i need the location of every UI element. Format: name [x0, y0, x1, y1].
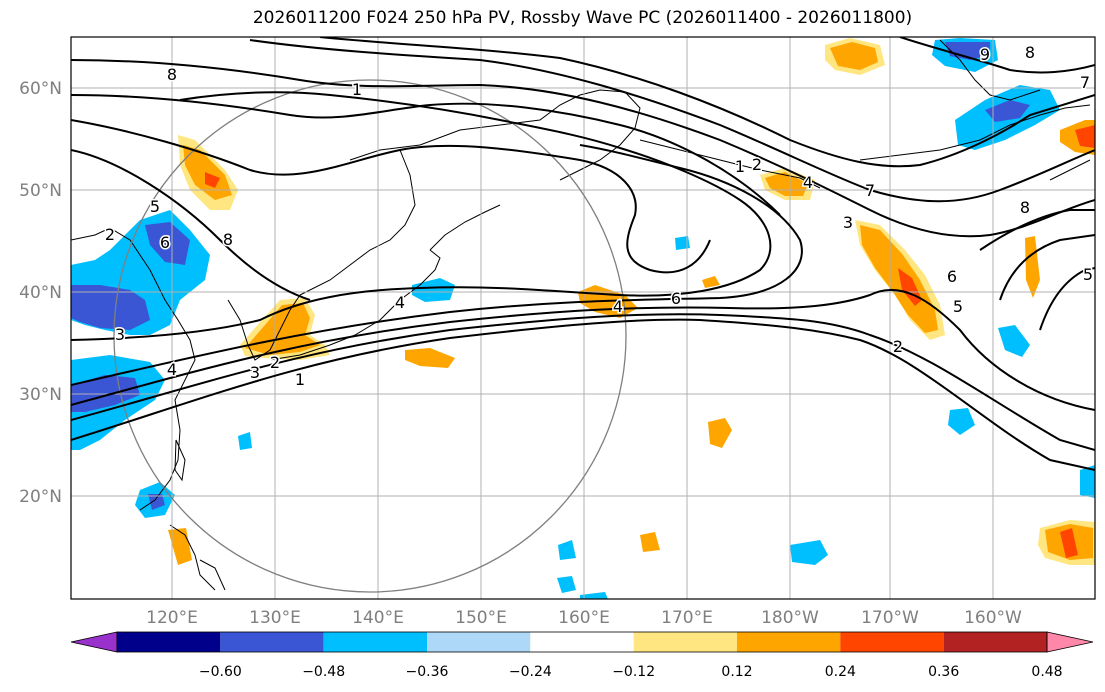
contour-label: 9	[980, 45, 990, 64]
colorbar-tick-label: −0.60	[199, 664, 242, 680]
lat-label: 40°N	[19, 283, 62, 303]
contour-label: 4	[395, 293, 405, 312]
lon-label: 140°E	[352, 608, 404, 628]
colorbar-swatch	[633, 632, 737, 652]
colorbar-tick-label: 0.36	[928, 664, 959, 680]
lon-label: 160°E	[558, 608, 610, 628]
colorbar-tick-label: 0.24	[825, 664, 856, 680]
colorbar-tick-label: −0.12	[612, 664, 655, 680]
colorbar-outline	[116, 631, 1048, 653]
contour-label: 4	[613, 297, 623, 316]
latitude-labels: 60°N 50°N 40°N 30°N 20°N	[19, 79, 62, 507]
contour-label: 3	[843, 213, 853, 232]
contour-label: 6	[947, 267, 957, 286]
lon-label: 180°W	[761, 608, 819, 628]
lat-label: 60°N	[19, 79, 62, 99]
colorbar-extend-low	[70, 631, 118, 653]
contour-label: 1	[735, 157, 745, 176]
contour-label: 5	[150, 197, 160, 216]
contour-label: 5	[953, 297, 963, 316]
contour-label: 6	[671, 289, 681, 308]
map-title: 2026011200 F024 250 hPa PV, Rossby Wave …	[252, 8, 913, 28]
contour-label: 1	[352, 80, 362, 99]
coastlines	[71, 39, 1091, 591]
lon-label: 130°E	[249, 608, 301, 628]
contour-label: 4	[803, 173, 813, 192]
contour-label: 5	[1083, 265, 1093, 284]
colorbar-swatch	[737, 632, 841, 652]
contour-label: 8	[167, 65, 177, 84]
colorbar-swatch	[943, 632, 1047, 652]
lon-label: 150°E	[455, 608, 507, 628]
colorbar-tick-label: 0.48	[1031, 664, 1062, 680]
contour-label: 6	[160, 233, 170, 252]
lon-label: 170°E	[661, 608, 713, 628]
wave-packet-circle	[113, 79, 627, 593]
lon-label: 170°W	[861, 608, 919, 628]
contour-label: 4	[167, 360, 177, 379]
colorbar-extend-high	[1046, 631, 1094, 653]
colorbar-tick-label: 0.12	[721, 664, 752, 680]
colorbar-swatch	[220, 632, 324, 652]
colorbar-swatch	[323, 632, 427, 652]
colorbar-swatch	[530, 632, 634, 652]
colorbar-tick-label: −0.48	[302, 664, 345, 680]
colorbar-swatch	[840, 632, 944, 652]
contour-label: 2	[893, 337, 903, 356]
longitude-labels: 120°E 130°E 140°E 150°E 160°E 170°E 180°…	[146, 608, 1022, 628]
contour-label: 8	[223, 230, 233, 249]
lat-label: 50°N	[19, 181, 62, 201]
lon-label: 120°E	[146, 608, 198, 628]
colorbar-tick-label: −0.24	[509, 664, 552, 680]
contour-label: 2	[105, 225, 115, 244]
contour-label: 1	[295, 370, 305, 389]
colorbar-swatch	[427, 632, 531, 652]
contour-label: 2	[270, 353, 280, 372]
pv-contours	[71, 37, 1095, 471]
colorbar-tick-label: −0.36	[406, 664, 449, 680]
lat-label: 20°N	[19, 487, 62, 507]
contour-label: 7	[865, 181, 875, 200]
contour-label: 7	[1080, 73, 1090, 92]
contour-label: 2	[752, 155, 762, 174]
colorbar-swatch	[117, 632, 221, 652]
contour-label: 8	[1020, 198, 1030, 217]
contour-label: 3	[115, 325, 125, 344]
map-frame	[70, 36, 1096, 600]
colorbar: −0.60 −0.48 −0.36 −0.24 −0.12 0.12 0.24 0.36 0.4…	[70, 631, 1094, 680]
lon-label: 160°W	[964, 608, 1022, 628]
contour-label: 3	[250, 363, 260, 382]
lat-label: 30°N	[19, 385, 62, 405]
pv-shading	[71, 38, 1095, 599]
contour-label: 8	[1025, 43, 1035, 62]
